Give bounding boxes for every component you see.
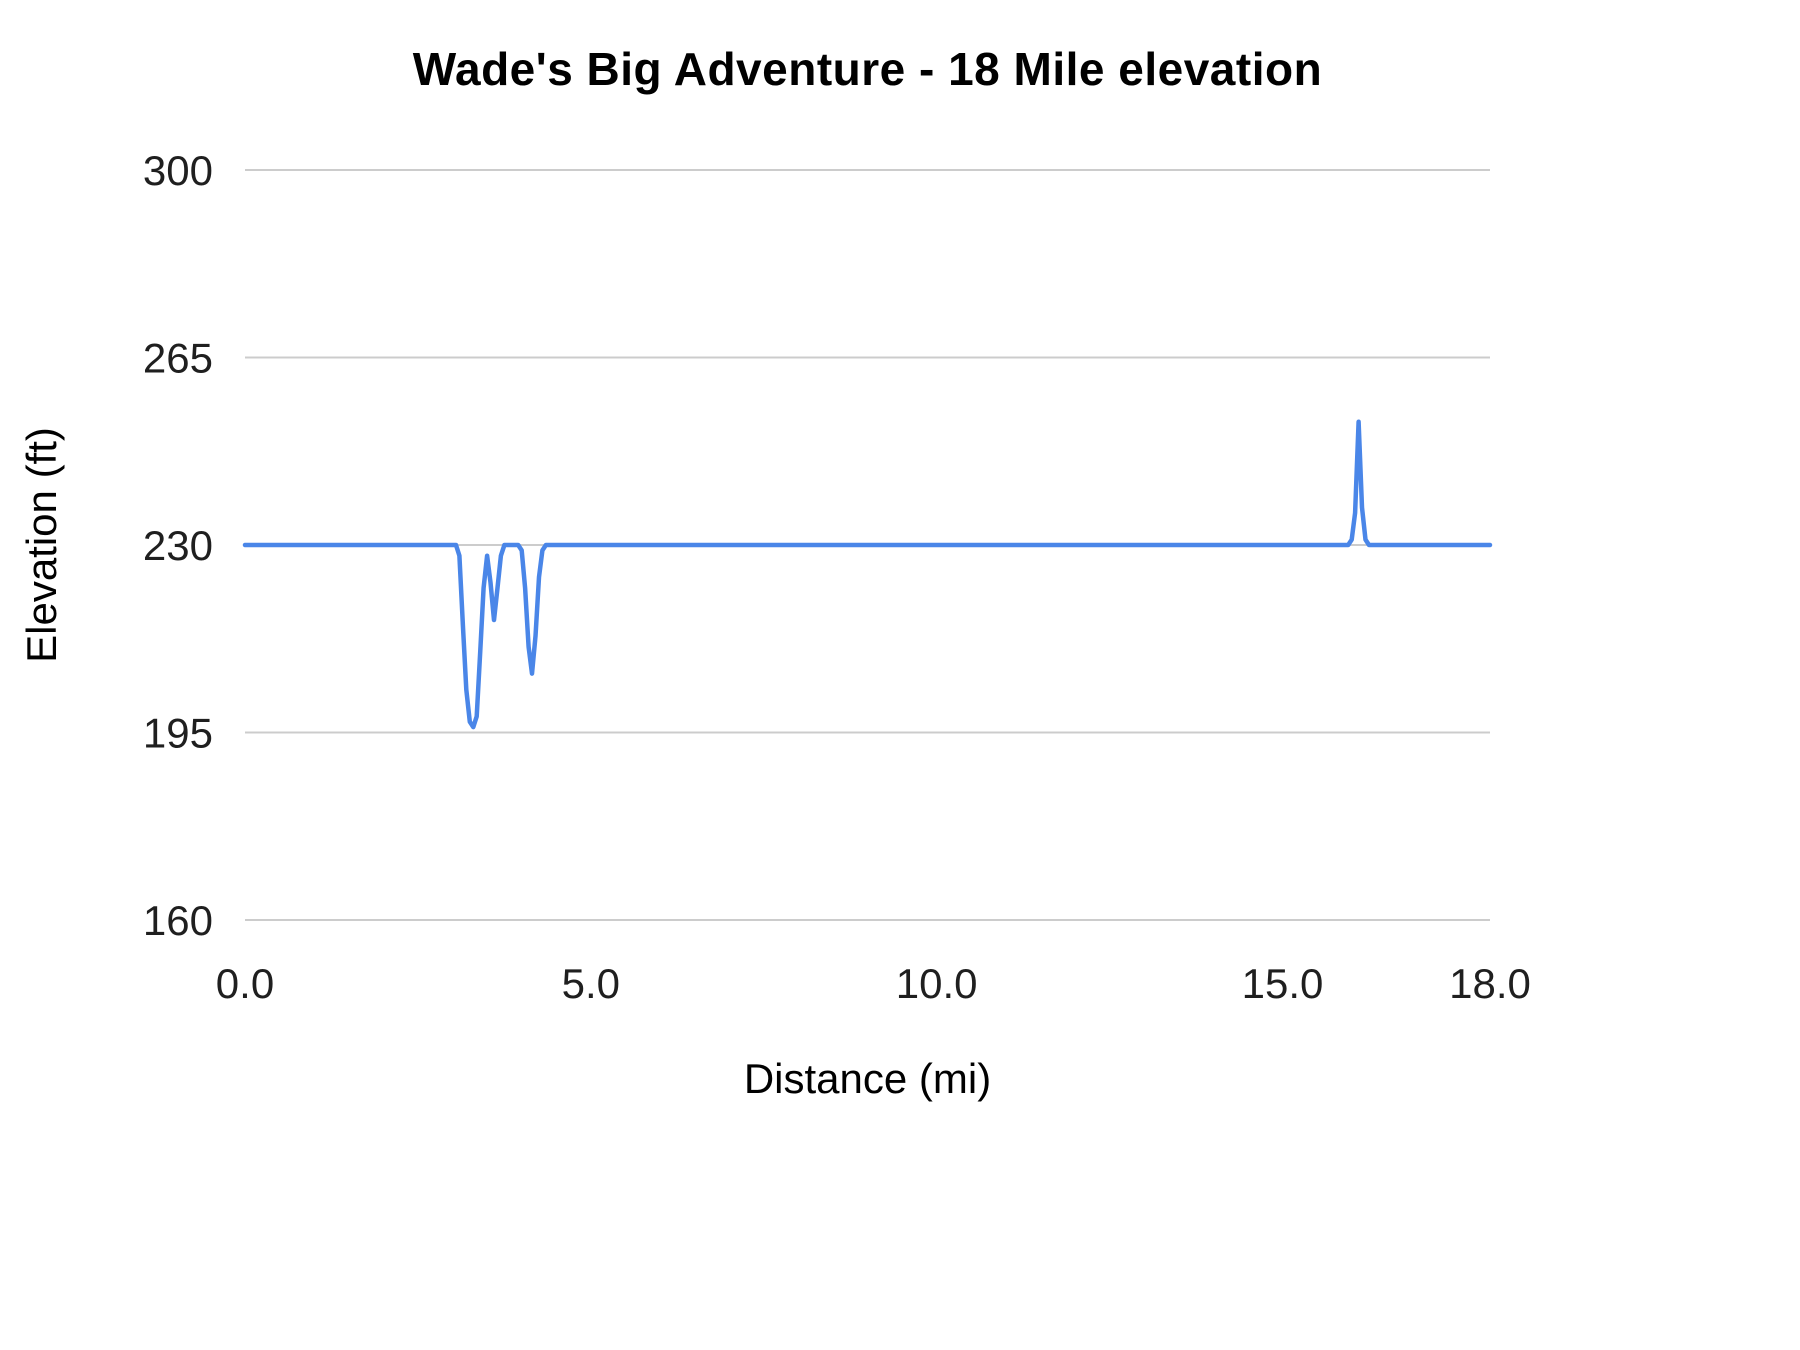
x-tick-label: 10.0 [896,960,978,1007]
x-tick-label: 18.0 [1449,960,1531,1007]
x-axis-tick-labels: 0.0 5.0 10.0 15.0 18.0 [216,960,1531,1007]
x-tick-label: 15.0 [1242,960,1324,1007]
y-axis-tick-labels: 160 195 230 265 300 [143,147,213,944]
y-tick-label: 195 [143,710,213,757]
series-line-elevation [242,419,1493,730]
y-tick-label: 160 [143,897,213,944]
y-tick-label: 300 [143,147,213,194]
elevation-line-series [242,419,1493,730]
chart-title: Wade's Big Adventure - 18 Mile elevation [412,43,1323,95]
y-tick-label: 230 [143,522,213,569]
x-tick-label: 0.0 [216,960,274,1007]
x-tick-label: 5.0 [562,960,620,1007]
y-tick-label: 265 [143,335,213,382]
x-axis-title: Distance (mi) [743,1055,992,1102]
